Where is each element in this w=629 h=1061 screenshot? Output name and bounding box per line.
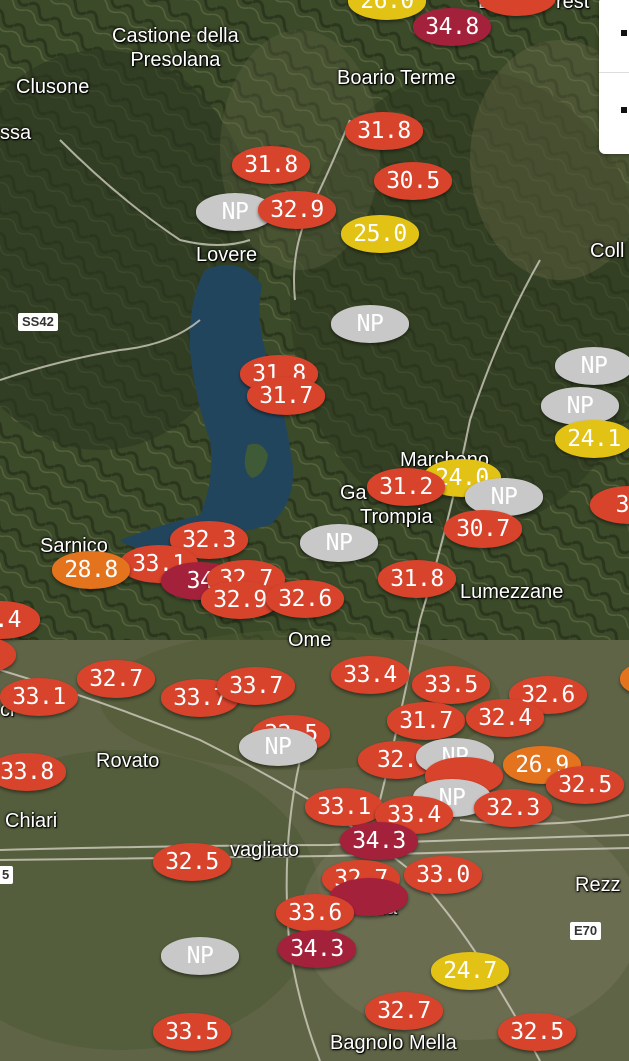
legend-bullet-icon: [621, 107, 627, 113]
temperature-marker[interactable]: 33.5: [412, 666, 490, 704]
place-gardone: Ga: [340, 482, 367, 504]
temperature-marker[interactable]: 28.8: [52, 551, 130, 589]
temperature-marker[interactable]: [620, 660, 629, 698]
temperature-marker[interactable]: 33.4: [375, 796, 453, 834]
temperature-marker[interactable]: 34.3: [340, 822, 418, 860]
place-clusone: Clusone: [16, 76, 90, 98]
temperature-marker[interactable]: 31.8: [232, 146, 310, 184]
legend-row[interactable]: [599, 73, 629, 149]
temperature-marker[interactable]: 31.8: [378, 560, 456, 598]
place-rovato: Rovato: [96, 750, 160, 772]
place-coll: Coll: [590, 240, 625, 262]
temperature-marker[interactable]: 31.7: [247, 377, 325, 415]
temperature-marker[interactable]: 32.5: [546, 766, 624, 804]
temperature-marker[interactable]: 33.1: [0, 678, 78, 716]
temperature-marker[interactable]: 33.5: [153, 1013, 231, 1051]
temperature-marker[interactable]: 32.5: [498, 1013, 576, 1051]
temperature-marker[interactable]: 32.9: [201, 581, 279, 619]
np-marker[interactable]: NP: [555, 347, 629, 385]
temperature-marker[interactable]: 33.6: [276, 894, 354, 932]
place-lumezzane: Lumezzane: [460, 581, 564, 603]
place-chiari: Chiari: [5, 810, 58, 832]
temperature-marker[interactable]: 30.5: [374, 162, 452, 200]
temperature-marker[interactable]: 31.2: [367, 468, 445, 506]
legend-bullet-icon: [621, 30, 627, 36]
road-shield-5: 5: [0, 866, 14, 884]
temperature-marker[interactable]: 31.8: [345, 112, 423, 150]
road-shield-e70: E70: [570, 922, 602, 940]
road-shield-ss42: SS42: [18, 313, 58, 331]
map-legend-panel[interactable]: [599, 0, 629, 154]
place-trompia: Trompia: [360, 506, 433, 528]
temperature-marker[interactable]: 33.0: [404, 856, 482, 894]
place-ome: Ome: [288, 629, 332, 651]
temperature-marker[interactable]: 25.0: [341, 215, 419, 253]
temperature-marker[interactable]: 30.7: [444, 510, 522, 548]
temperature-marker[interactable]: 32.9: [258, 191, 336, 229]
place-rest: rest: [556, 0, 590, 13]
np-marker[interactable]: NP: [465, 478, 543, 516]
temperature-marker[interactable]: 31.7: [387, 702, 465, 740]
temperature-marker[interactable]: 26.0: [348, 0, 426, 20]
temperature-marker[interactable]: 34.3: [278, 930, 356, 968]
temperature-marker[interactable]: 32.7: [77, 660, 155, 698]
temperature-marker[interactable]: [478, 0, 556, 16]
temperature-marker[interactable]: 24.1: [555, 420, 629, 458]
place-boario-terme: Boario Terme: [337, 67, 456, 89]
np-marker[interactable]: NP: [161, 937, 239, 975]
temperature-marker[interactable]: 32.6: [266, 580, 344, 618]
temperature-marker[interactable]: 33.1: [305, 788, 383, 826]
place-lovere: Lovere: [196, 244, 258, 266]
temperature-marker[interactable]: 32.3: [474, 789, 552, 827]
np-marker[interactable]: NP: [239, 728, 317, 766]
temperature-marker[interactable]: 32.4: [466, 699, 544, 737]
temperature-marker[interactable]: 32.5: [153, 843, 231, 881]
temperature-marker[interactable]: 24.7: [431, 952, 509, 990]
place-bagnolo-mella: Bagnolo Mella: [330, 1032, 457, 1054]
temperature-marker[interactable]: 33.4: [331, 656, 409, 694]
temperature-marker[interactable]: 33.7: [217, 667, 295, 705]
place-rezzato: Rezz: [575, 874, 621, 896]
np-marker[interactable]: NP: [300, 524, 378, 562]
temperature-marker[interactable]: 32.6: [509, 676, 587, 714]
temperature-marker[interactable]: 34.8: [413, 8, 491, 46]
np-marker[interactable]: NP: [331, 305, 409, 343]
temperature-marker[interactable]: 33.8: [0, 753, 66, 791]
place-ssa: ssa: [0, 122, 32, 144]
place-castione: Castione della Presolana: [112, 25, 239, 71]
legend-row[interactable]: [599, 0, 629, 73]
place-travagliato: vagliato: [230, 839, 299, 861]
np-marker[interactable]: NP: [541, 387, 619, 425]
temperature-marker[interactable]: 32.7: [365, 992, 443, 1030]
